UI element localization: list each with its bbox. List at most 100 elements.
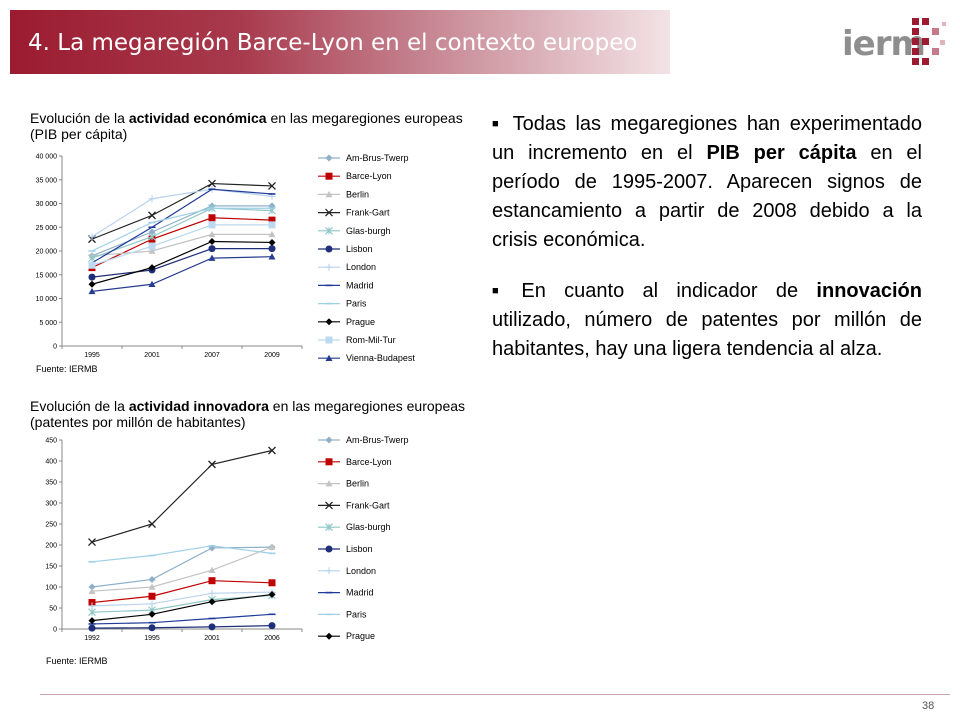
legend-item: Barce-Lyon [318,171,392,181]
legend-marker [325,632,333,640]
y-tick-label: 100 [45,585,57,592]
series-prague [88,591,276,625]
x-tick-label: 1995 [144,635,160,642]
series-barce-lyon [88,577,276,607]
data-point [148,610,156,618]
legend-item: London [318,566,376,576]
legend-label: Glas-burgh [346,226,391,236]
legend-marker [325,354,333,361]
legend-label: Paris [346,609,367,619]
data-point [208,179,216,188]
data-point [268,230,276,238]
y-tick-label: 0 [53,627,57,634]
series-line [91,256,273,292]
legend-marker [325,436,333,444]
series-berlin [88,543,276,594]
legend-item: Prague [318,317,375,327]
data-point [208,221,216,229]
series-line [91,224,272,266]
data-point [208,238,216,245]
data-point [88,608,96,617]
legend-marker [325,567,333,575]
legend-label: Madrid [346,280,374,290]
legend-label: London [346,566,376,576]
data-point [208,245,216,253]
series-rom-mil-tur [88,221,276,269]
legend-item: Lisbon [318,244,373,254]
page-number: 38 [922,700,935,712]
legend-marker [325,154,333,162]
data-point [148,280,156,288]
legend-item: Glas-burgh [318,522,391,532]
x-tick-label: 2001 [144,352,160,359]
y-tick-label: 5 000 [39,320,57,327]
data-point [88,280,96,288]
bullet-1-seg-0: Todas las megaregiones han experimentado… [492,113,922,164]
chart1-caption-post: en las megaregiones europeas (PIB per cá… [30,110,463,142]
data-point [148,592,156,600]
x-tick-label: 1995 [84,352,100,359]
legend-marker [325,480,333,487]
data-point [88,538,96,547]
series-london [88,185,276,241]
bullet-2-seg-0: En cuanto al indicador de [521,280,817,302]
chart2-caption-post: en las megaregiones europeas (patentes p… [30,398,466,430]
series-paris [88,545,276,563]
page-title: 4. La megaregión Barce-Lyon en el contex… [28,30,638,56]
legend-item: Frank-Gart [318,208,390,218]
logo-text: ierm [842,24,926,64]
y-tick-label: 250 [45,522,57,529]
data-point [268,216,276,224]
legend-marker [325,458,333,466]
data-point [88,602,96,610]
series-madrid [88,188,276,264]
data-point [148,228,156,236]
data-point [88,233,96,241]
legend-label: Frank-Gart [346,500,390,510]
bullet-2-seg-1: innovación [816,280,922,302]
data-point [88,273,96,281]
iermb-logo: ierm [842,12,952,72]
series-line [91,207,272,252]
series-line [91,233,272,257]
data-point [148,242,156,250]
bullet-2-seg-2: utilizado, número de patentes por millón… [492,309,922,360]
data-point [148,575,156,583]
y-tick-label: 200 [45,543,57,550]
series-line [91,613,273,625]
y-tick-label: 400 [45,459,57,466]
data-point [148,247,156,254]
data-point [148,264,156,272]
data-point [208,230,216,238]
data-point [148,583,156,590]
legend-item: Paris [318,299,367,309]
y-tick-label: 25 000 [36,225,58,232]
legend-item: Prague [318,631,375,641]
series-line [91,546,273,592]
bullet-square-icon: ■ [492,285,512,297]
data-point [148,600,156,608]
bullet-1-seg-1: PIB per cápita [706,142,857,164]
y-tick-label: 35 000 [36,177,58,184]
series-line [91,248,272,278]
legend-label: Am-Brus-Twerp [346,153,409,163]
series-frank-gart [88,446,276,547]
legend-label: Madrid [346,588,374,598]
legend-label: Berlin [346,479,369,489]
chart1-caption-pre: Evolución de la [30,110,129,126]
series-line [91,591,273,607]
legend-item: London [318,262,376,272]
y-tick-label: 10 000 [36,296,58,303]
data-point [268,446,276,455]
legend-label: Prague [346,631,375,641]
legend-label: Vienna-Budapest [346,353,415,363]
data-point [268,622,276,630]
legend-label: Frank-Gart [346,208,390,218]
chart1-caption: Evolución de la actividad económica en l… [30,110,470,142]
data-point [208,589,216,597]
legend-item: Rom-Mil-Tur [318,335,396,345]
series-line [91,240,273,285]
x-tick-label: 2007 [204,352,220,359]
data-point [88,287,96,295]
bullet-list: ■ Todas las megaregiones han experimentad… [492,110,922,386]
